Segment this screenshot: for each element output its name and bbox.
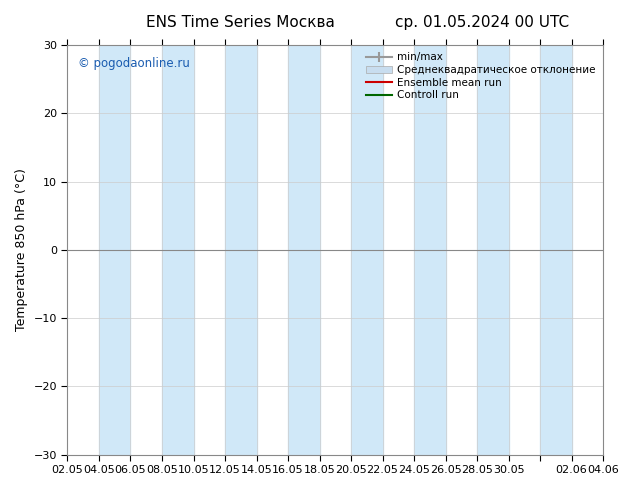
Bar [540, 45, 572, 455]
Bar [162, 45, 193, 455]
Bar [99, 45, 131, 455]
Text: © pogodaonline.ru: © pogodaonline.ru [78, 57, 190, 71]
Bar [414, 45, 446, 455]
Legend: min/max, Среднеквадратическое отклонение, Ensemble mean run, Controll run: min/max, Среднеквадратическое отклонение… [362, 48, 600, 104]
Text: ENS Time Series Москва: ENS Time Series Москва [146, 15, 335, 30]
Bar [225, 45, 257, 455]
Bar [288, 45, 320, 455]
Bar [351, 45, 382, 455]
Bar [477, 45, 508, 455]
Text: ср. 01.05.2024 00 UTC: ср. 01.05.2024 00 UTC [395, 15, 569, 30]
Y-axis label: Temperature 850 hPa (°C): Temperature 850 hPa (°C) [15, 169, 28, 331]
